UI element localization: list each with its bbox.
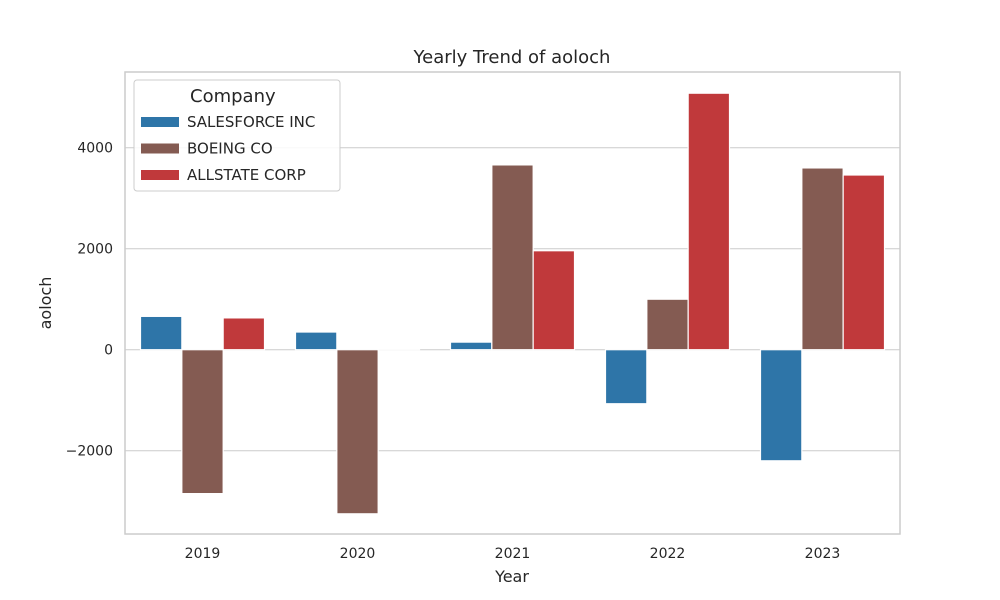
- bar-allstate-corp-2019: [222, 317, 266, 351]
- y-tick-label: 0: [104, 343, 113, 359]
- chart-title: Yearly Trend of aoloch: [413, 47, 611, 68]
- legend-label: SALESFORCE INC: [187, 113, 315, 131]
- bar-salesforce-inc-2021: [449, 341, 493, 351]
- x-axis-label: Year: [494, 567, 529, 586]
- bar-allstate-corp-2023: [842, 174, 886, 351]
- y-tick-label: 4000: [77, 141, 113, 157]
- plot-frame: [124, 71, 901, 535]
- x-tick-label: 2020: [340, 546, 376, 562]
- y-tick-labels: −2000 0 2000 4000: [66, 141, 113, 460]
- bar-boeing-co-2021: [491, 164, 534, 351]
- x-tick-label: 2021: [495, 546, 531, 562]
- legend: Company SALESFORCE INC BOEING CO ALLSTATE C…: [133, 79, 341, 192]
- bar-boeing-co-2019: [181, 349, 224, 495]
- bar-salesforce-inc-2020: [294, 331, 338, 351]
- y-tick-label: −2000: [66, 444, 113, 460]
- bar-salesforce-inc-2019: [139, 315, 183, 351]
- bar-boeing-co-2020: [336, 349, 379, 515]
- x-tick-label: 2022: [650, 546, 686, 562]
- y-axis-label: aoloch: [36, 277, 55, 330]
- legend-swatch: [141, 143, 179, 154]
- bar-allstate-corp-2022: [687, 92, 731, 351]
- legend-title: Company: [190, 86, 276, 107]
- bar-salesforce-inc-2023: [759, 349, 803, 462]
- bar-salesforce-inc-2022: [604, 349, 648, 405]
- legend-swatch: [141, 117, 179, 127]
- x-tick-label: 2023: [805, 546, 841, 562]
- x-tick-label: 2019: [185, 546, 221, 562]
- legend-label: ALLSTATE CORP: [187, 166, 306, 184]
- legend-swatch: [141, 170, 179, 180]
- bar-boeing-co-2022: [646, 298, 689, 351]
- bar-boeing-co-2023: [801, 167, 844, 351]
- legend-label: BOEING CO: [187, 140, 273, 158]
- legend-box: [133, 79, 341, 192]
- x-tick-labels: 2019 2020 2021 2022 2023: [185, 546, 841, 562]
- bars-layer: [139, 92, 886, 515]
- y-tick-label: 2000: [77, 242, 113, 258]
- bar-allstate-corp-2021: [532, 250, 576, 351]
